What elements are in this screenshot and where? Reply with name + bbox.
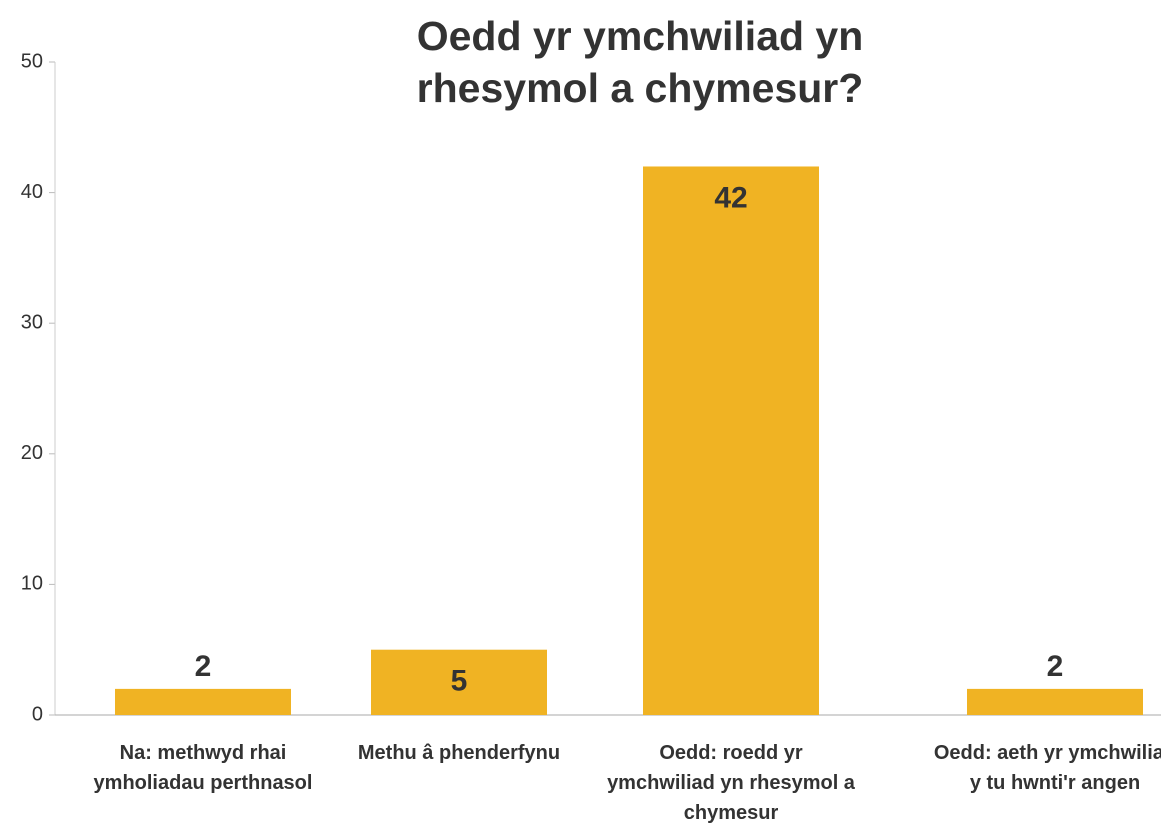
x-tick-label: Oedd: aeth yr ymchwiliad y tu hwnti'r an… xyxy=(933,742,1161,794)
x-tick-label: Na: methwyd rhai ymholiadau perthnasol xyxy=(93,742,313,794)
value-label: 5 xyxy=(451,665,468,698)
y-tick-label: 40 xyxy=(21,181,43,203)
value-label: 2 xyxy=(1047,650,1064,683)
bar xyxy=(371,649,547,715)
y-tick-label: 10 xyxy=(21,573,43,595)
value-label: 42 xyxy=(714,181,747,214)
y-tick-label: 50 xyxy=(21,50,43,72)
bar xyxy=(115,688,291,715)
y-tick-label: 20 xyxy=(21,442,43,464)
chart-title: Oedd yr ymchwiliad yn rhesymol a chymesu… xyxy=(416,13,864,111)
x-tick-label: Oedd: roedd yr ymchwiliad yn rhesymol a … xyxy=(607,742,855,824)
y-tick-label: 0 xyxy=(32,703,43,725)
bar xyxy=(643,166,819,716)
bar xyxy=(967,688,1143,715)
value-label: 2 xyxy=(195,650,212,683)
x-tick-label: Methu â phenderfynu xyxy=(357,742,561,764)
y-tick-label: 30 xyxy=(21,311,43,333)
